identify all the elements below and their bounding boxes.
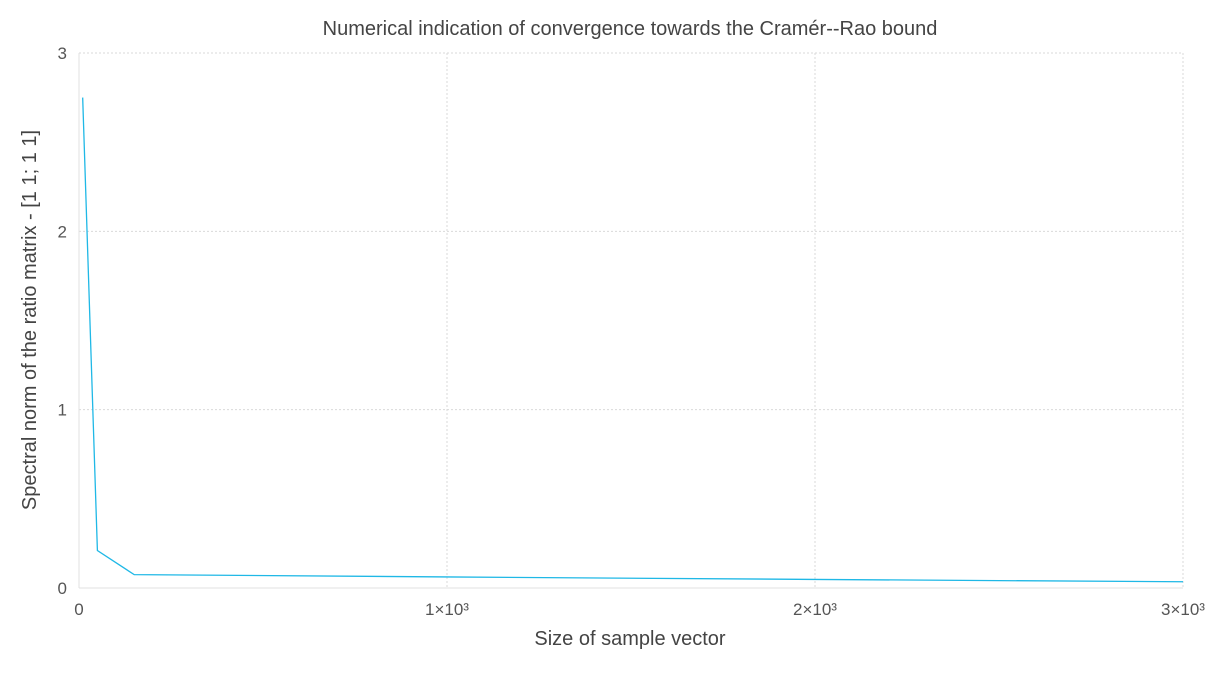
labels: Numerical indication of convergence towa… <box>19 18 937 650</box>
x-tick-label: 3×10³ <box>1161 600 1205 619</box>
x-tick-label: 1×10³ <box>425 600 469 619</box>
chart-title: Numerical indication of convergence towa… <box>323 18 938 40</box>
grid <box>78 52 1184 589</box>
y-tick-label: 3 <box>58 44 67 63</box>
x-tick-label: 0 <box>74 600 83 619</box>
y-axis-label: Spectral norm of the ratio matrix - [1 1… <box>19 130 41 510</box>
y-tick-label: 1 <box>58 401 67 420</box>
x-axis-label: Size of sample vector <box>534 628 726 650</box>
y-tick-label: 0 <box>58 579 67 598</box>
series-line <box>82 97 1184 583</box>
axes: 0 1×10³ 2×10³ 3×10³ 0 1 2 3 <box>58 44 1206 619</box>
x-tick-label: 2×10³ <box>793 600 837 619</box>
y-tick-label: 2 <box>58 222 67 241</box>
series-layer <box>82 97 1184 583</box>
